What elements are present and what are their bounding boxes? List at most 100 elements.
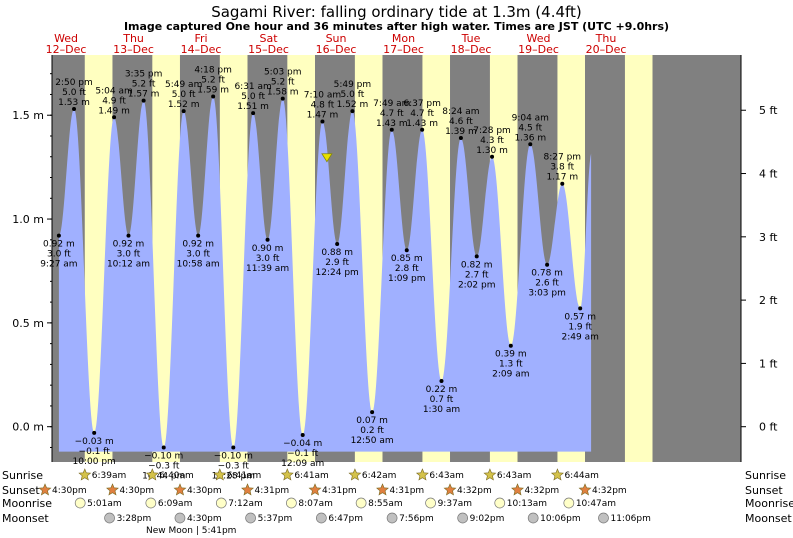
tide-label-17-1: 5.0 ft bbox=[341, 90, 365, 100]
tide-point-22 bbox=[439, 379, 444, 384]
sunrise-icon-2 bbox=[213, 468, 227, 481]
sunset-icon-7 bbox=[511, 483, 524, 496]
tide-curve bbox=[58, 96, 592, 452]
moonset-icon-7 bbox=[598, 512, 609, 524]
m-tick-label-1: 1.0 m bbox=[12, 213, 44, 226]
tide-label-20-1: 2.8 ft bbox=[395, 264, 419, 274]
tide-label-28-1: 2.6 ft bbox=[535, 279, 559, 289]
tide-point-9 bbox=[211, 94, 216, 99]
sunrise-time-4: 6:42am bbox=[362, 471, 397, 481]
tide-label-27-2: 1.36 m bbox=[514, 133, 546, 143]
moonset-time-0: 3:28pm bbox=[117, 514, 152, 524]
daylight-band-8 bbox=[624, 55, 653, 462]
moonset-icon-0 bbox=[104, 512, 115, 524]
moonset-time-3: 6:47pm bbox=[328, 514, 363, 524]
tide-label-0-2: 9:27 am bbox=[40, 260, 77, 270]
tide-point-15 bbox=[320, 119, 325, 124]
tide-label-11-2: 1.51 m bbox=[237, 102, 269, 112]
tide-label-9-2: 1.59 m bbox=[197, 86, 229, 96]
moonrise-time-2: 7:12am bbox=[228, 499, 263, 509]
moonrise-time-7: 10:47am bbox=[576, 499, 616, 509]
sunrise-time-7: 6:44am bbox=[564, 471, 599, 481]
tide-point-20 bbox=[404, 248, 409, 253]
tide-label-5-1: 5.2 ft bbox=[132, 80, 156, 90]
tide-point-28 bbox=[545, 262, 550, 267]
tide-label-0-1: 3.0 ft bbox=[47, 250, 71, 260]
tide-label-23-1: 4.6 ft bbox=[449, 117, 473, 127]
sunset-time-7: 4:32pm bbox=[525, 486, 560, 496]
sunset-icon-5 bbox=[376, 483, 389, 496]
moonset-row-label-right: Moonset bbox=[745, 512, 792, 525]
tide-label-11-0: 6:31 am bbox=[234, 82, 271, 92]
tide-label-28-0: 0.78 m bbox=[531, 269, 563, 279]
tide-label-27-0: 9:04 am bbox=[512, 113, 549, 123]
tide-label-13-1: 5.2 ft bbox=[271, 78, 295, 88]
new-moon-label: New Moon | 5:41pm bbox=[146, 526, 236, 536]
axes: 1.5 m 1.0 m 0.5 m 0.0 m 5 ft 4 ft 3 ft 2 ft 1 ft… bbox=[12, 55, 778, 462]
tide-label-30-1: 1.9 ft bbox=[568, 322, 592, 332]
moonrise-time-5: 9:37am bbox=[438, 499, 473, 509]
tide-label-2-2: 10:00 pm bbox=[73, 457, 116, 467]
tide-label-12-0: 0.90 m bbox=[252, 244, 284, 254]
tide-label-12-1: 3.0 ft bbox=[256, 254, 280, 264]
sunrise-icon-4 bbox=[348, 468, 362, 481]
moonset-icon-6 bbox=[527, 512, 539, 524]
sunrise-row-label-left: Sunrise bbox=[2, 469, 43, 482]
ft-tick-label-5: 0 ft bbox=[759, 421, 778, 434]
tide-point-1 bbox=[72, 106, 77, 111]
moonset-icon-4 bbox=[386, 512, 398, 524]
sunset-icon-4 bbox=[308, 483, 322, 496]
tide-label-5-2: 1.57 m bbox=[128, 90, 160, 100]
tide-label-2-0: −0.03 m bbox=[75, 437, 114, 447]
sunset-time-4: 4:31pm bbox=[322, 486, 357, 496]
tide-label-21-0: 6:37 pm bbox=[403, 99, 441, 109]
tide-label-17-0: 5:49 pm bbox=[334, 80, 372, 90]
moonrise-icon-6 bbox=[494, 497, 506, 509]
sunset-time-5: 4:31pm bbox=[389, 486, 424, 496]
tide-label-26-1: 1.3 ft bbox=[499, 360, 523, 370]
tide-label-16-2: 12:24 pm bbox=[316, 268, 359, 278]
tide-label-0-0: 0.92 m bbox=[43, 240, 75, 250]
tide-label-24-1: 2.7 ft bbox=[465, 270, 489, 280]
moonrise-icon-7 bbox=[563, 497, 575, 509]
tide-label-14-0: −0.04 m bbox=[283, 439, 322, 449]
tide-label-26-2: 2:09 am bbox=[492, 370, 529, 380]
sunset-icon-8 bbox=[578, 483, 592, 496]
tide-label-14-1: −0.1 ft bbox=[287, 449, 319, 459]
tide-point-16 bbox=[335, 241, 340, 246]
sunrise-icon-0 bbox=[78, 468, 92, 481]
sunset-icon-6 bbox=[443, 483, 457, 496]
ft-tick-label-1: 4 ft bbox=[759, 168, 778, 181]
moonrise-icon-1 bbox=[145, 497, 157, 509]
day-label-dow-4: Sun bbox=[326, 32, 347, 45]
moonset-time-7: 11:06pm bbox=[610, 514, 650, 524]
sunrise-time-0: 6:39am bbox=[92, 471, 127, 481]
chart-title: Sagami River: falling ordinary tide at 1… bbox=[211, 3, 582, 21]
tide-label-5-0: 3:35 pm bbox=[125, 70, 163, 80]
day-label-date-3: 15–Dec bbox=[248, 43, 289, 56]
tide-point-10 bbox=[231, 445, 236, 450]
current-tide-marker bbox=[321, 153, 333, 163]
tide-point-24 bbox=[474, 254, 479, 259]
ft-tick-label-4: 1 ft bbox=[759, 357, 778, 370]
moonset-icon-3 bbox=[316, 512, 327, 524]
day-label-dow-0: Wed bbox=[54, 32, 78, 45]
tide-label-15-2: 1.47 m bbox=[307, 110, 339, 120]
sunset-time-1: 4:30pm bbox=[119, 486, 154, 496]
tide-point-30 bbox=[578, 306, 583, 311]
tide-point-8 bbox=[196, 233, 201, 238]
tide-label-3-0: 5:04 am bbox=[95, 86, 132, 96]
tide-label-30-0: 0.57 m bbox=[564, 312, 596, 322]
moonset-icon-1 bbox=[174, 512, 186, 524]
tide-label-15-1: 4.8 ft bbox=[311, 100, 335, 110]
tide-label-10-1: −0.3 ft bbox=[218, 461, 250, 471]
day-label-dow-5: Mon bbox=[392, 32, 415, 45]
sunset-row-label-right: Sunset bbox=[745, 484, 783, 497]
tide-point-12 bbox=[265, 237, 270, 242]
tide-point-5 bbox=[141, 98, 146, 103]
tide-point-3 bbox=[112, 115, 117, 120]
moonset-time-1: 4:30pm bbox=[187, 514, 222, 524]
sunset-icon-3 bbox=[241, 483, 254, 496]
day-labels: Wed12–DecThu13–DecFri14–DecSat15–DecSun1… bbox=[46, 32, 627, 56]
